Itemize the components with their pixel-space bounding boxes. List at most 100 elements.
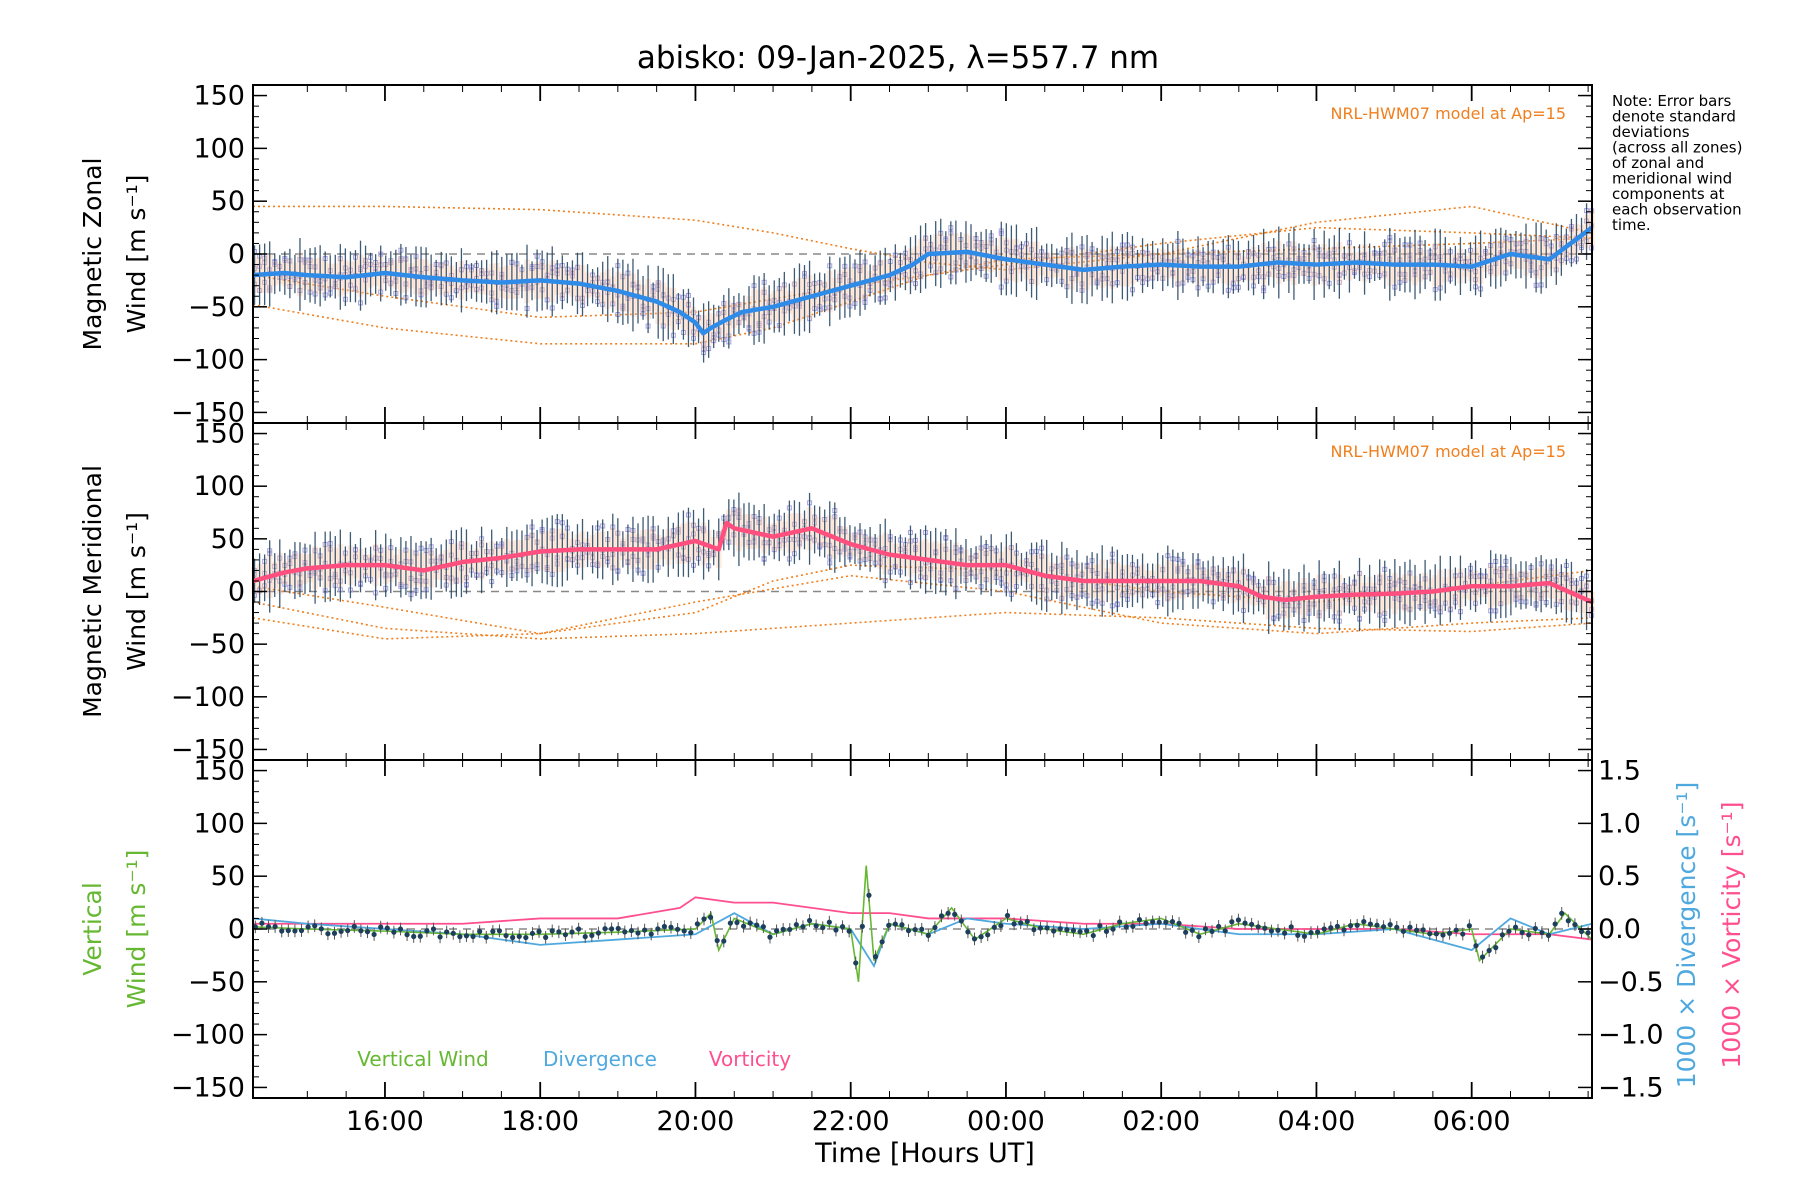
vertical-wind-point xyxy=(1301,933,1308,939)
x-tick-label: 04:00 xyxy=(1278,1106,1356,1137)
vertical-wind-point xyxy=(1539,929,1545,936)
vertical-wind-point xyxy=(384,925,390,931)
vertical-wind-point xyxy=(595,930,602,936)
vertical-wind-point xyxy=(919,926,925,932)
vertical-wind-point xyxy=(1189,927,1195,933)
vertical-wind-point xyxy=(1057,926,1063,932)
vertical-wind-point xyxy=(1143,920,1149,926)
right-tick-label: 1.0 xyxy=(1598,808,1641,839)
y-axis-label: Wind [m s⁻¹] xyxy=(122,512,151,671)
right-tick-label: −1.5 xyxy=(1598,1072,1664,1103)
note-line: components at xyxy=(1612,185,1725,203)
x-axis-label: Time [Hours UT] xyxy=(814,1138,1035,1169)
divergence-line xyxy=(252,912,1593,968)
vertical-wind-point xyxy=(1499,932,1505,938)
vertical-wind-point xyxy=(820,925,826,931)
vertical-wind-point xyxy=(754,922,760,928)
vertical-wind-point xyxy=(298,927,305,934)
vertical-wind-point xyxy=(1011,921,1017,927)
vertical-wind-point xyxy=(305,924,311,930)
right-tick-label: −1.0 xyxy=(1598,1020,1664,1051)
meridional-wind-line xyxy=(252,520,1593,605)
vertical-wind-point xyxy=(1466,923,1472,929)
vertical-wind-point xyxy=(806,917,813,924)
y-tick-label: 100 xyxy=(193,133,245,164)
x-tick-label: 16:00 xyxy=(346,1106,424,1137)
vertical-wind-point xyxy=(1255,924,1261,930)
y-tick-label: 0 xyxy=(228,914,245,945)
vertical-wind-point xyxy=(1156,919,1162,925)
y-axis-label: Magnetic Meridional xyxy=(78,465,107,718)
vertical-wind-point xyxy=(912,927,918,933)
vertical-wind-point xyxy=(529,930,536,937)
vertical-wind-point xyxy=(1176,920,1182,926)
vertical-wind-point xyxy=(411,933,417,940)
vertical-wind-point xyxy=(635,930,641,936)
note-line: each observation xyxy=(1612,201,1742,219)
vertical-wind-point xyxy=(312,923,318,929)
vertical-wind-point xyxy=(991,924,997,930)
vertical-wind-point xyxy=(1110,926,1116,932)
note-line: meridional wind xyxy=(1612,170,1732,188)
vertical-wind-point xyxy=(892,921,898,927)
vertical-wind-point xyxy=(793,922,799,928)
vertical-wind-point xyxy=(1532,925,1538,932)
vertical-wind-point xyxy=(477,928,483,935)
vertical-wind-point xyxy=(826,919,832,925)
vertical-wind-point xyxy=(998,923,1004,929)
vertical-wind-point xyxy=(1070,927,1077,934)
vertical-wind-point xyxy=(470,933,476,940)
vertical-wind-point xyxy=(536,928,542,935)
vertical-wind-point xyxy=(523,934,529,941)
vertical-wind-point xyxy=(721,938,727,944)
model-curve xyxy=(252,574,1593,640)
vertical-wind-point xyxy=(978,934,984,940)
y-tick-label: 100 xyxy=(193,808,245,839)
vertical-wind-point xyxy=(457,934,463,940)
vertical-wind-point xyxy=(450,930,456,936)
panel-zonal: NRL-HWM07 model at Ap=15 −150 −100 −50 0 50 10… xyxy=(78,81,1595,428)
vertical-wind-point xyxy=(1433,931,1439,937)
vertical-wind-point xyxy=(404,932,410,938)
vertical-wind-point xyxy=(905,928,912,934)
vertical-wind-point xyxy=(424,928,430,934)
y-axis-label: Vertical xyxy=(78,882,107,976)
note-line: Note: Error bars xyxy=(1612,92,1732,110)
vertical-wind-point xyxy=(325,931,331,937)
vertical-wind-point xyxy=(1440,932,1446,938)
vertical-wind-point xyxy=(272,923,278,930)
vertical-wind-point xyxy=(1328,925,1334,931)
note-line: (across all zones) xyxy=(1612,139,1742,157)
zonal-wind-line xyxy=(252,225,1594,336)
vertical-wind-point xyxy=(1367,921,1373,927)
y-tick-label: 150 xyxy=(193,81,245,112)
vertical-wind-point xyxy=(1427,931,1433,937)
vertical-wind-point xyxy=(1394,924,1400,930)
vertical-wind-point xyxy=(1578,928,1585,935)
vertical-wind-point xyxy=(259,920,265,926)
vertical-wind-point xyxy=(833,927,839,933)
vertical-wind-point xyxy=(417,933,423,939)
note-line: deviations xyxy=(1612,123,1690,141)
vertical-wind-point xyxy=(1334,923,1340,929)
model-curve xyxy=(252,564,1593,635)
y-tick-label: −150 xyxy=(171,734,245,765)
vertical-wind-point xyxy=(1004,912,1011,919)
vertical-wind-point xyxy=(1380,924,1387,930)
y-tick-label: 50 xyxy=(211,186,245,217)
vertical-wind-point xyxy=(1216,923,1222,930)
vertical-wind-point xyxy=(688,930,694,936)
vertical-wind-point xyxy=(800,924,806,930)
vertical-wind-point xyxy=(483,934,489,940)
y-tick-label: −50 xyxy=(188,967,245,998)
y-tick-label: 0 xyxy=(228,577,245,608)
vertical-wind-point xyxy=(490,928,496,934)
vertical-wind-point xyxy=(740,923,747,929)
vertical-wind-point xyxy=(714,937,720,944)
y-axis-label: Magnetic Zonal xyxy=(78,158,107,351)
vertical-wind-point xyxy=(1460,931,1466,937)
model-label: NRL-HWM07 model at Ap=15 xyxy=(1330,442,1566,461)
vertical-wind-point xyxy=(1288,924,1294,930)
vertical-wind-point xyxy=(1242,920,1248,926)
